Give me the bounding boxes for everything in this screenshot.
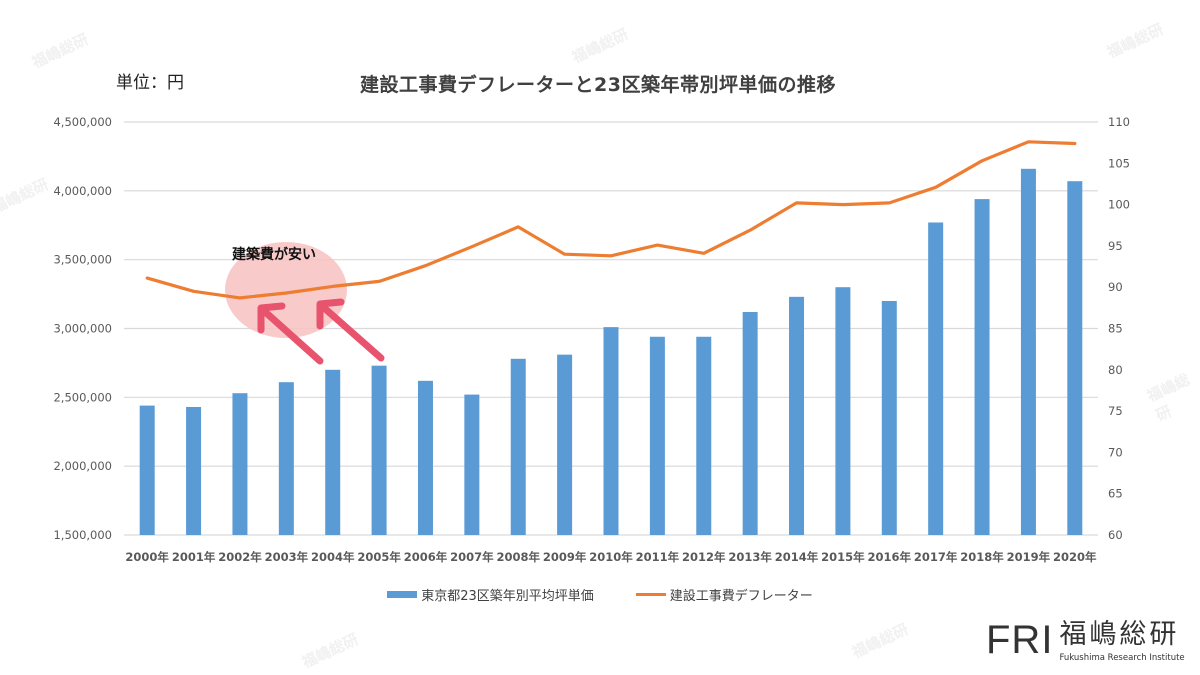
- chart-title: 建設工事費デフレーターと23区築年帯別坪単価の推移: [0, 70, 1200, 97]
- logo-name-en: Fukushima Research Institute: [1059, 653, 1185, 663]
- bar: [232, 393, 248, 535]
- x-tick: 2016年: [868, 550, 912, 564]
- logo-mark: FRI: [986, 618, 1054, 662]
- bar-series: [139, 168, 1083, 536]
- x-tick: 2017年: [914, 550, 958, 564]
- bar: [325, 369, 341, 535]
- deflator-line: [145, 140, 1077, 300]
- bar: [278, 382, 294, 535]
- fri-logo: FRI 福嶋総研 Fukushima Research Institute: [986, 620, 1185, 664]
- bar: [557, 354, 573, 535]
- y-tick-right: 65: [1108, 487, 1123, 501]
- y-tick-right: 100: [1108, 198, 1130, 212]
- line-series: [145, 140, 1077, 300]
- right-y-axis: 60 65 70 75 80 85 90 95 100 105 110: [1108, 115, 1130, 542]
- y-tick-right: 105: [1108, 156, 1130, 170]
- y-tick-right: 80: [1108, 363, 1123, 377]
- bar: [417, 380, 433, 535]
- bar: [139, 405, 155, 535]
- x-tick: 2013年: [728, 550, 772, 564]
- y-tick-right: 90: [1108, 280, 1123, 294]
- y-tick-right: 75: [1108, 404, 1123, 418]
- legend-bar-label: 東京都23区築年別平均坪単価: [421, 589, 594, 604]
- y-tick-left: 2,500,000: [53, 390, 112, 404]
- bar: [1020, 168, 1036, 535]
- y-tick-left: 2,000,000: [53, 459, 112, 473]
- y-tick-left: 3,500,000: [53, 253, 112, 267]
- legend-item-bar: 東京都23区築年別平均坪単価: [387, 585, 594, 604]
- x-tick: 2018年: [960, 550, 1004, 564]
- bar: [186, 406, 202, 535]
- bar: [649, 336, 665, 535]
- legend-line-swatch: [635, 593, 666, 596]
- x-axis: 2000年 2001年 2002年 2003年 2004年 2005年 2006年 2007年…: [125, 550, 1097, 564]
- x-tick: 2011年: [636, 550, 680, 564]
- y-tick-right: 85: [1108, 322, 1123, 336]
- x-tick: 2004年: [311, 550, 355, 564]
- legend-item-line: 建設工事費デフレーター: [635, 585, 813, 604]
- bar: [696, 336, 712, 535]
- bar: [742, 311, 758, 535]
- x-tick: 2009年: [543, 550, 587, 564]
- legend-line-label: 建設工事費デフレーター: [669, 589, 813, 604]
- bar: [603, 327, 619, 535]
- bar: [510, 358, 526, 535]
- bar: [881, 300, 897, 535]
- annotation-arrows: [257, 298, 385, 365]
- x-tick: 2012年: [682, 550, 726, 564]
- arrow-icon: [316, 298, 385, 362]
- x-tick: 2005年: [357, 550, 401, 564]
- bar: [974, 199, 990, 536]
- y-tick-left: 4,000,000: [53, 184, 112, 198]
- bar: [789, 296, 805, 535]
- arrow-icon: [257, 302, 324, 365]
- bar: [928, 222, 944, 535]
- x-tick: 2001年: [172, 550, 216, 564]
- bar: [464, 394, 480, 535]
- x-tick: 2010年: [589, 550, 633, 564]
- y-tick-right: 110: [1108, 115, 1130, 129]
- x-tick: 2002年: [218, 550, 262, 564]
- x-tick: 2020年: [1053, 550, 1097, 564]
- y-tick-right: 95: [1108, 239, 1123, 253]
- x-tick: 2003年: [265, 550, 309, 564]
- x-tick: 2015年: [821, 550, 865, 564]
- x-tick: 2007年: [450, 550, 494, 564]
- y-tick-right: 70: [1108, 445, 1123, 459]
- y-tick-right: 60: [1108, 528, 1123, 542]
- x-tick: 2006年: [404, 550, 448, 564]
- x-tick: 2008年: [496, 550, 540, 564]
- x-tick: 2000年: [125, 550, 169, 564]
- y-tick-left: 4,500,000: [53, 115, 112, 129]
- chart-title-text: 建設工事費デフレーターと23区築年帯別坪単価の推移: [360, 74, 836, 96]
- logo-name-jp: 福嶋総研: [1059, 619, 1180, 650]
- x-tick: 2014年: [775, 550, 819, 564]
- legend: 東京都23区築年別平均坪単価 建設工事費デフレーター: [0, 585, 1200, 604]
- x-tick: 2019年: [1007, 550, 1051, 564]
- logo-text: 福嶋総研 Fukushima Research Institute: [1059, 620, 1184, 664]
- y-tick-left: 3,000,000: [53, 322, 112, 336]
- bar: [1067, 181, 1083, 536]
- annotation-label: 建築費が安い: [232, 247, 316, 263]
- left-y-axis: 1,500,000 2,000,000 2,500,000 3,000,000 3,50…: [53, 115, 112, 542]
- y-tick-left: 1,500,000: [53, 528, 112, 542]
- legend-bar-swatch: [387, 591, 418, 598]
- bar: [371, 365, 387, 535]
- unit-label: 単位：円: [116, 73, 184, 93]
- bar: [835, 287, 851, 535]
